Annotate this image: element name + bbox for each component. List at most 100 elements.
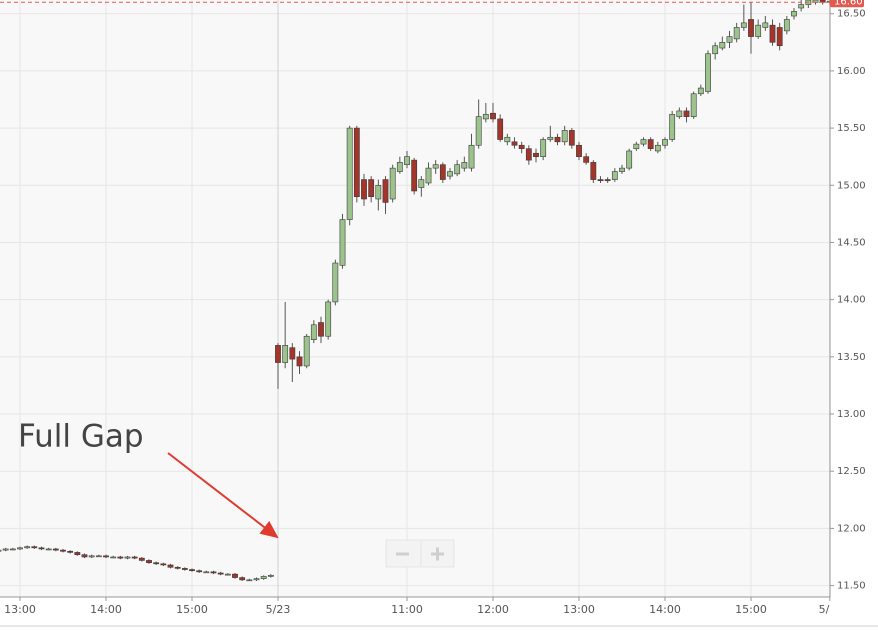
candle-body: [60, 549, 66, 552]
candle-body: [511, 141, 518, 146]
candle-body: [454, 164, 461, 175]
x-tick-label: 14:00: [649, 603, 681, 616]
candle-body: [475, 116, 482, 146]
candle-body: [633, 143, 640, 149]
candle-body: [748, 19, 754, 37]
candle-body: [131, 556, 138, 559]
candle-body: [762, 22, 769, 28]
y-tick-label: 12.00: [837, 523, 866, 534]
x-tick-label: 13:00: [563, 603, 595, 616]
candle-body: [210, 571, 217, 574]
x-tick-label: 5/: [819, 603, 830, 616]
candle-body: [497, 118, 504, 140]
y-tick-label: 12.50: [837, 466, 866, 477]
candle-body: [425, 167, 432, 184]
candle-body: [733, 27, 740, 40]
annotation-arrow: [167, 452, 279, 539]
candle-body: [239, 577, 246, 581]
annotation: Full Gap: [18, 419, 144, 455]
x-tick-label: 11:00: [391, 603, 423, 616]
candle-body: [368, 179, 375, 198]
candle-body: [117, 556, 124, 559]
y-tick-label: 11.50: [837, 581, 866, 592]
candle-body: [783, 19, 790, 32]
candle-body: [411, 159, 418, 192]
candle-body: [705, 53, 711, 92]
candle-body: [339, 219, 346, 266]
candle-body: [654, 144, 661, 152]
x-tick-label: 12:00: [477, 603, 509, 616]
candle-body: [124, 556, 131, 559]
candle-body: [576, 144, 582, 157]
x-tick-label: 15:00: [735, 603, 767, 616]
candle-body: [719, 42, 726, 49]
x-tick-label: 14:00: [90, 603, 122, 616]
candle-body: [482, 114, 489, 120]
candle-body: [31, 546, 38, 549]
candle-body: [568, 130, 575, 146]
candle-body: [590, 162, 597, 180]
candle-body: [683, 110, 690, 117]
x-tick-label: 5/23: [266, 603, 291, 616]
candle-body: [554, 136, 561, 143]
x-tick-label: 13:00: [4, 603, 36, 616]
candle-body: [611, 171, 618, 180]
candle-body: [583, 156, 590, 163]
candle-body: [160, 563, 167, 566]
y-tick-label: 13.00: [837, 409, 866, 420]
candle-body: [260, 576, 267, 580]
candle-body: [9, 548, 16, 551]
axes: 11.50 12.00 12.50 13.00 13.50 14.00 14.50 15.00…: [4, 9, 865, 616]
y-tick-label: 16.00: [837, 66, 866, 77]
y-tick-label: 16.50: [837, 9, 866, 20]
candle-body: [246, 579, 253, 582]
candle-body: [74, 552, 81, 555]
candle-body: [232, 573, 238, 578]
candle-body: [418, 179, 425, 188]
candle-body: [275, 345, 281, 363]
candle-body: [626, 150, 633, 169]
candle-body: [712, 45, 719, 55]
candle-body: [203, 571, 210, 574]
y-tick-label: 14.00: [837, 295, 866, 306]
last-price-label: 16.60: [834, 0, 863, 7]
last-price-box: [830, 0, 864, 8]
y-tick-label: 14.50: [837, 237, 866, 248]
candle-body: [776, 27, 783, 47]
candle-body: [282, 345, 289, 363]
candle-body: [375, 184, 382, 200]
candle-body: [0, 549, 2, 552]
zoom-controls[interactable]: [385, 539, 455, 568]
candle-body: [597, 179, 604, 182]
candle-body: [196, 570, 203, 573]
candle-body: [346, 127, 353, 220]
candle-body: [432, 164, 439, 169]
candle-body: [95, 555, 102, 558]
candle-body: [267, 574, 274, 577]
candle-body: [138, 557, 145, 561]
candle-body: [167, 564, 174, 568]
y-tick-label: 13.50: [837, 352, 866, 363]
candle-body: [289, 347, 296, 360]
candle-body: [540, 139, 547, 157]
candle-body: [81, 554, 88, 558]
candle-body: [189, 569, 195, 571]
candle-body: [461, 162, 468, 169]
candle-body: [88, 555, 95, 558]
candle-body: [755, 24, 762, 37]
candle-body: [181, 568, 188, 570]
candle-body: [174, 566, 181, 569]
candle-body: [798, 4, 805, 9]
candle-body: [404, 156, 410, 165]
y-tick-label: 15.50: [837, 123, 866, 134]
candle-body: [2, 548, 9, 551]
candle-body: [146, 560, 152, 563]
candle-body: [604, 179, 611, 182]
candle-body: [697, 87, 704, 95]
candle-body: [153, 562, 160, 565]
x-tick-label: 15:00: [176, 603, 208, 616]
candle-body: [217, 572, 224, 575]
candle-body: [396, 162, 403, 172]
candle-body: [332, 262, 339, 303]
